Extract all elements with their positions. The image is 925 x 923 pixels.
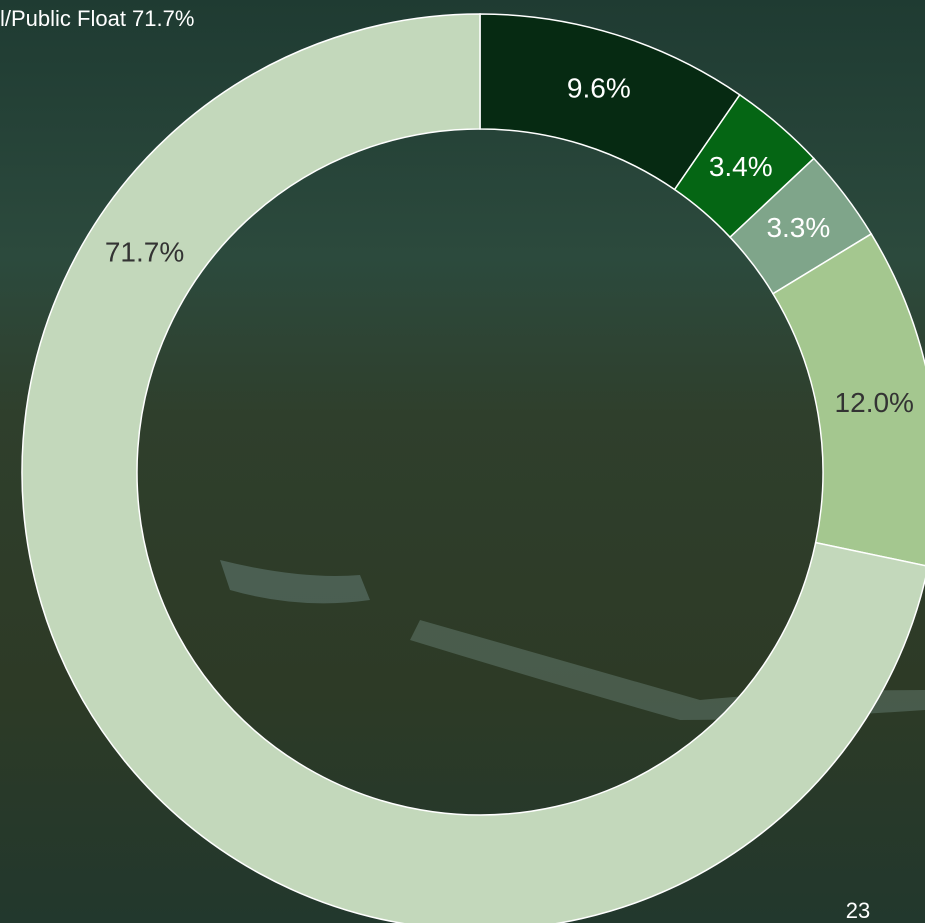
page: l/Public Float 71.7% 9.6% 3.4% 3.3% 12.0% 71…	[0, 0, 925, 923]
slice-label: 3.4%	[709, 151, 773, 182]
chart: l/Public Float 71.7% 9.6% 3.4% 3.3% 12.0% 71…	[0, 0, 925, 923]
slice-label: 71.7%	[105, 237, 184, 268]
slice-label: 12.0%	[835, 387, 914, 418]
slice-label: 3.3%	[766, 212, 830, 243]
annotation: l/Public Float 71.7%	[0, 6, 194, 31]
slice-label: 9.6%	[567, 72, 631, 103]
page-number: 23	[846, 898, 870, 923]
